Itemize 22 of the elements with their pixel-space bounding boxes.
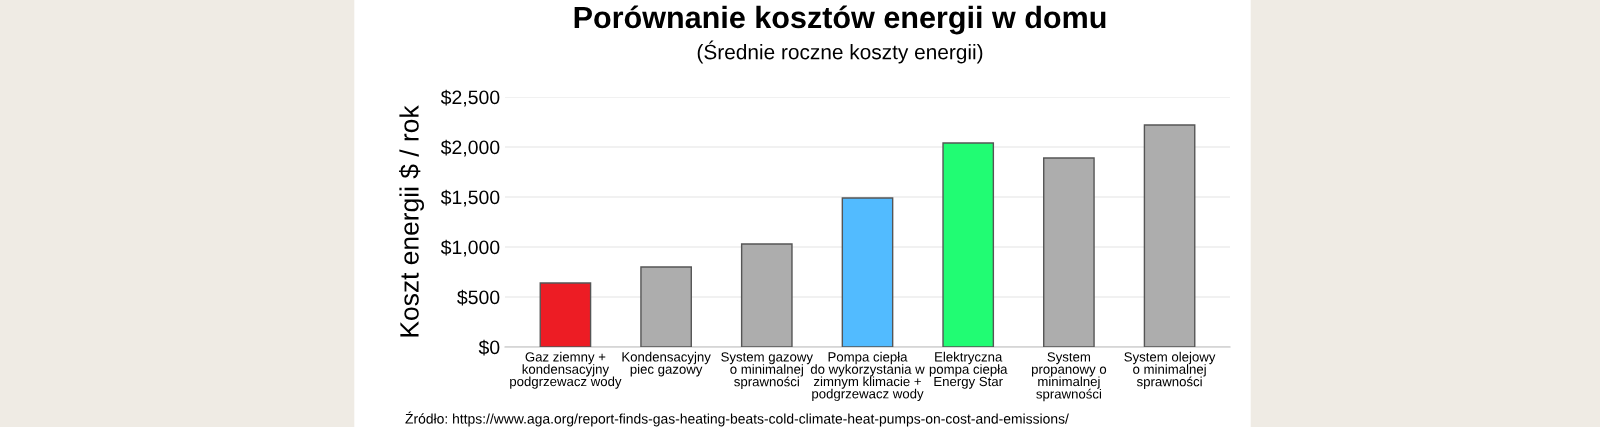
x-tick-label: System olejowy o minimalnej sprawności xyxy=(1124,351,1216,389)
bar xyxy=(1043,157,1095,347)
chart-title: Porównanie kosztów energii w domu xyxy=(574,5,1106,35)
bar xyxy=(1143,124,1196,347)
bar xyxy=(841,197,894,347)
x-tick-label: Kondensacyjny piec gazowy xyxy=(622,351,711,377)
y-tick-label: $2,500 xyxy=(440,89,500,107)
x-tick-label: System propanowy o minimalnej sprawności xyxy=(1031,352,1107,402)
y-tick-label: $0 xyxy=(478,339,500,356)
bar xyxy=(942,142,995,347)
bar xyxy=(539,282,592,347)
y-tick-label: $1,000 xyxy=(440,239,500,257)
bar xyxy=(740,243,793,347)
y-axis-title: Koszt energii $ / rok xyxy=(398,105,425,337)
text: Źródło: https://www.aga.org/report-finds-gas-heating-beats-cold-climate-heat-pumps-on-cost-and-emissions/ xyxy=(405,411,1069,427)
y-tick-label: $2,000 xyxy=(440,139,500,157)
chart-subtitle: (Średnie roczne koszty energii) xyxy=(697,40,983,64)
bar xyxy=(640,266,692,347)
y-tick-label: $1,500 xyxy=(440,189,500,207)
x-tick-label: Elektryczna pompa ciepła Energy Star xyxy=(929,351,1008,389)
x-tick-label: Gaz ziemny + kondensacyjny podgrzewacz wody xyxy=(510,351,622,389)
y-tick-label: $500 xyxy=(457,289,500,306)
